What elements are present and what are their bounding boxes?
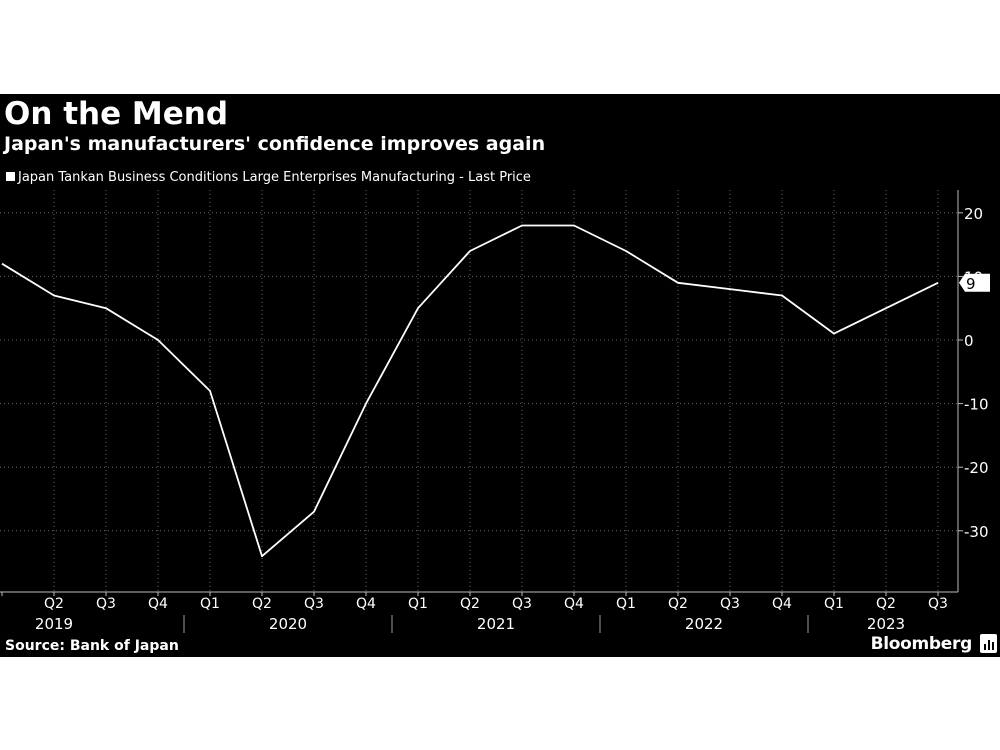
x-tick-label: Q4: [356, 596, 376, 612]
year-label: 2022: [685, 615, 723, 633]
chart-subtitle: Japan's manufacturers' confidence improv…: [4, 133, 546, 155]
legend-label: Japan Tankan Business Conditions Large E…: [18, 170, 531, 185]
y-tick-label: -30: [964, 523, 989, 541]
x-tick-label: Q3: [96, 596, 116, 612]
x-tick-label: Q2: [876, 596, 896, 612]
axes: [0, 190, 963, 633]
x-tick-label: Q1: [616, 596, 636, 612]
year-label: 2020: [269, 615, 307, 633]
y-tick-label: 20: [964, 205, 983, 223]
x-tick-label: Q3: [304, 596, 324, 612]
year-label: 2023: [867, 615, 905, 633]
axis-labels: 20100-10-20-30Q2Q3Q4Q1Q2Q3Q4Q1Q2Q3Q4Q1Q2…: [35, 205, 990, 633]
y-tick-label: -10: [964, 396, 989, 414]
x-tick-label: Q2: [252, 596, 272, 612]
x-tick-label: Q2: [460, 596, 480, 612]
year-label: 2019: [35, 615, 73, 633]
series: [1, 224, 939, 558]
x-tick-label: Q4: [772, 596, 792, 612]
x-tick-label: Q2: [44, 596, 64, 612]
y-tick-label: -20: [964, 459, 989, 477]
x-tick-label: Q1: [200, 596, 220, 612]
source-text: Source: Bank of Japan: [5, 638, 179, 654]
series-line: [1, 224, 939, 558]
x-tick-label: Q3: [720, 596, 740, 612]
gridlines: [0, 190, 958, 592]
x-tick-label: Q4: [148, 596, 168, 612]
x-tick-label: Q3: [928, 596, 948, 612]
x-tick-label: Q4: [564, 596, 584, 612]
last-value-flag: [959, 273, 990, 292]
x-tick-label: Q3: [512, 596, 532, 612]
bloomberg-chart-icon: [980, 634, 997, 653]
legend-swatch: [6, 172, 15, 181]
chart-title: On the Mend: [4, 96, 229, 132]
chart-panel: [0, 94, 1000, 657]
last-value-label: 9: [966, 275, 976, 293]
x-tick-label: Q1: [824, 596, 844, 612]
bloomberg-logo-text: Bloomberg: [870, 634, 973, 654]
year-label: 2021: [477, 615, 515, 633]
x-tick-label: Q2: [668, 596, 688, 612]
x-tick-label: Q1: [408, 596, 428, 612]
legend: Japan Tankan Business Conditions Large E…: [6, 170, 531, 186]
y-tick-label: 0: [964, 332, 974, 350]
